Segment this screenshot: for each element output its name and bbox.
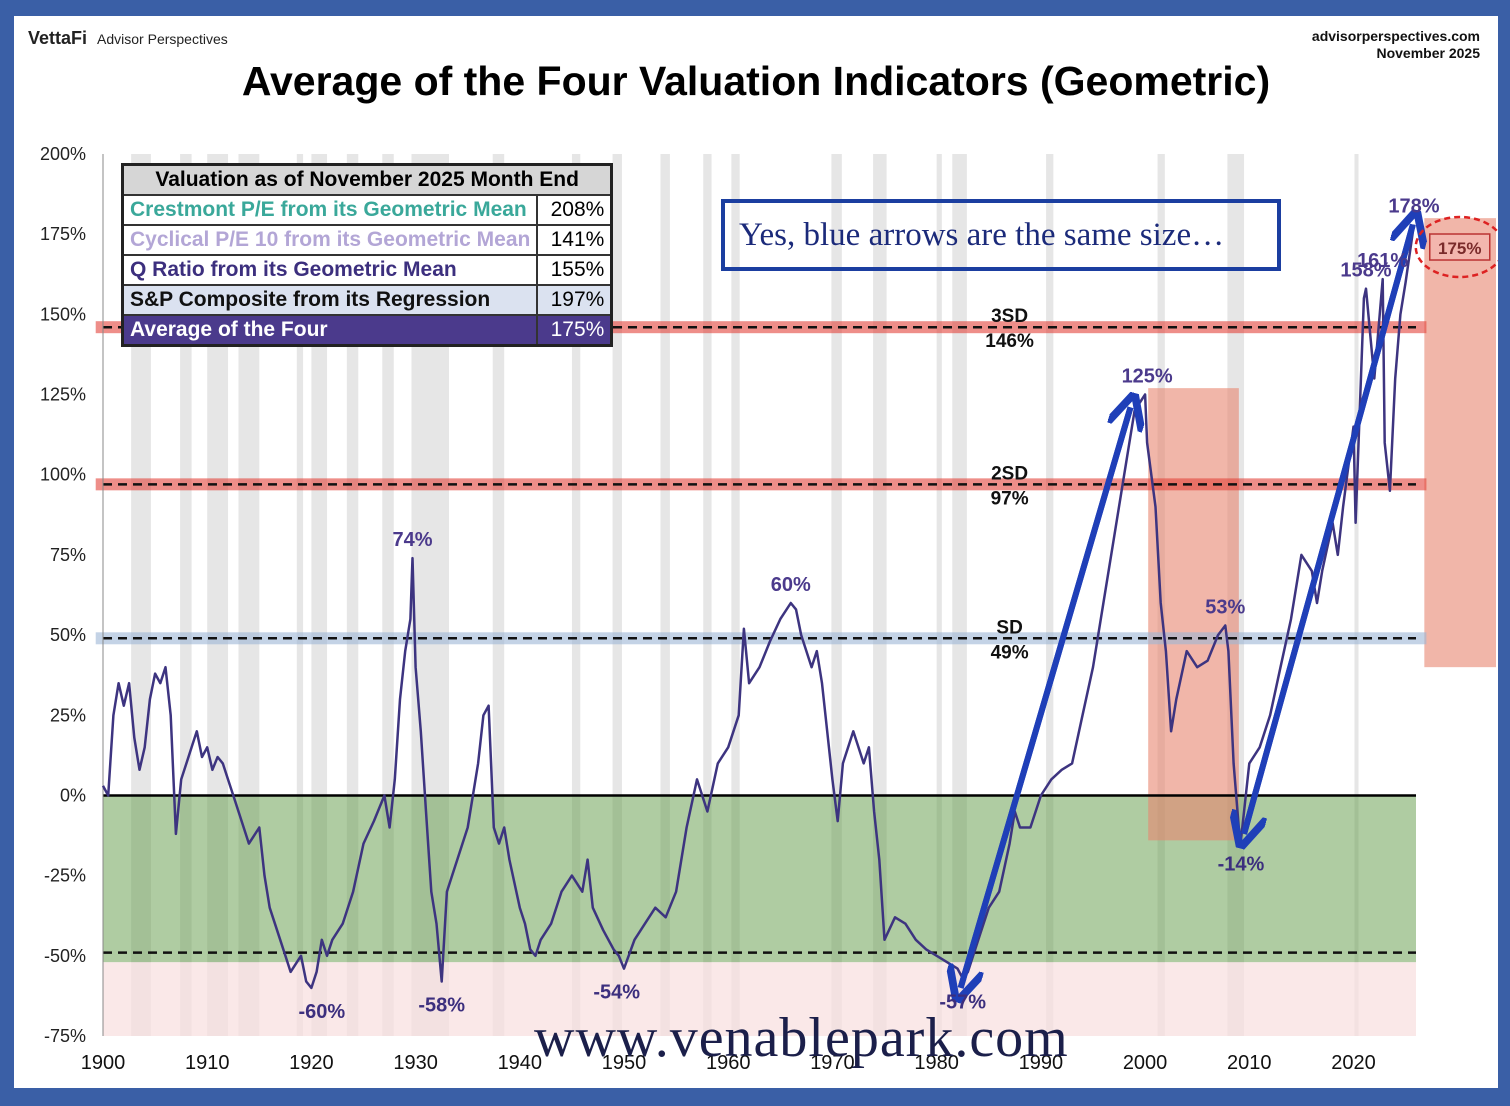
table-row: Cyclical P/E 10 from its Geometric Mean 1… — [121, 224, 613, 256]
trough-label: -60% — [298, 1001, 345, 1023]
chart-title: Average of the Four Valuation Indicators… — [241, 58, 1271, 104]
table-header: Valuation as of November 2025 Month End — [121, 163, 613, 196]
peak-label: 161% — [1357, 250, 1408, 272]
source-site: advisorperspectives.com — [1311, 28, 1480, 44]
row-value: 141% — [536, 224, 613, 256]
trough-label: -57% — [939, 991, 986, 1013]
x-tick-label: 1980 — [914, 1052, 959, 1074]
sd-value-label: 146% — [985, 331, 1034, 352]
sd-label: SD — [996, 617, 1022, 638]
recession-bar — [731, 154, 740, 1036]
x-tick-label: 1950 — [602, 1052, 647, 1074]
sd-label: 3SD — [991, 306, 1028, 327]
source-date: November 2025 — [1376, 45, 1480, 61]
bubble-highlight — [1148, 388, 1239, 841]
trough-label: -14% — [1218, 853, 1265, 875]
x-tick-label: 1930 — [393, 1052, 438, 1074]
watermark: www.venablepark.com — [534, 1007, 1069, 1069]
y-tick-label: -75% — [44, 1026, 86, 1046]
sd-value-label: 49% — [991, 642, 1029, 663]
x-tick-label: 2000 — [1123, 1052, 1168, 1074]
recession-bar — [703, 154, 712, 1036]
chart-frame: VettaFi Advisor Perspectives advisorpersp… — [14, 16, 1498, 1088]
y-tick-label: 25% — [50, 705, 86, 725]
peak-label: 158% — [1340, 260, 1391, 282]
y-tick-label: 200% — [40, 144, 86, 164]
brand-name: VettaFi — [28, 28, 88, 48]
sd-band — [95, 632, 1427, 645]
recession-bar — [296, 154, 304, 1036]
recession-bar — [492, 154, 505, 1036]
recession-bar — [346, 154, 359, 1036]
row-label: Q Ratio from its Geometric Mean — [121, 254, 539, 286]
table-row: S&P Composite from its Regression 197% — [121, 284, 613, 316]
y-tick-label: -25% — [44, 866, 86, 886]
deep-undervalued-zone — [103, 962, 1416, 1036]
peak-label: 125% — [1122, 366, 1173, 388]
x-tick-label: 1920 — [289, 1052, 334, 1074]
series-line — [101, 224, 1416, 990]
source-block: advisorperspectives.com November 2025 — [1312, 28, 1480, 62]
y-tick-label: 75% — [50, 545, 86, 565]
table-row-average: Average of the Four 175% — [121, 314, 613, 347]
recession-bar — [612, 154, 622, 1036]
recession-bar — [1046, 154, 1054, 1036]
y-tick-label: -50% — [44, 946, 86, 966]
recession-bar — [831, 154, 842, 1036]
recession-bar — [382, 154, 394, 1036]
sd-value-label: 97% — [991, 488, 1029, 509]
valuation-table: Valuation as of November 2025 Month End … — [121, 163, 614, 347]
y-tick-label: 100% — [40, 465, 86, 485]
recession-bar — [936, 154, 942, 1036]
x-tick-label: 1960 — [706, 1052, 751, 1074]
peak-label: 178% — [1388, 196, 1439, 218]
x-tick-label: 1910 — [185, 1052, 230, 1074]
y-tick-label: 0% — [60, 785, 86, 805]
peak-label: 74% — [392, 529, 432, 551]
sd-band — [95, 478, 1427, 491]
current-highlight — [1424, 218, 1496, 668]
peak-label: 60% — [771, 574, 811, 596]
row-label: Crestmont P/E from its Geometric Mean — [121, 194, 539, 226]
recession-bar — [180, 154, 192, 1036]
table-row: Q Ratio from its Geometric Mean 155% — [121, 254, 613, 286]
y-tick-label: 175% — [40, 224, 86, 244]
y-tick-label: 50% — [50, 625, 86, 645]
x-tick-label: 1900 — [81, 1052, 126, 1074]
blue-arrow — [1244, 223, 1416, 834]
recession-bar — [1354, 154, 1359, 1036]
row-value: 155% — [536, 254, 613, 286]
row-value: 197% — [536, 284, 613, 316]
current-value-box — [1429, 233, 1491, 261]
recession-bar — [571, 154, 581, 1036]
row-label: S&P Composite from its Regression — [121, 284, 539, 316]
brand: VettaFi Advisor Perspectives — [28, 28, 228, 49]
row-value: 208% — [536, 194, 613, 226]
peak-label: 53% — [1205, 596, 1245, 618]
x-tick-label: 2010 — [1227, 1052, 1272, 1074]
recession-bar — [660, 154, 670, 1036]
row-label: Cyclical P/E 10 from its Geometric Mean — [121, 224, 539, 256]
x-tick-label: 1990 — [1019, 1052, 1064, 1074]
x-tick-label: 1970 — [810, 1052, 855, 1074]
trough-label: -58% — [418, 994, 465, 1016]
x-tick-label: 1940 — [498, 1052, 543, 1074]
blue-arrow — [961, 406, 1134, 988]
y-tick-label: 150% — [40, 304, 86, 324]
brand-sub: Advisor Perspectives — [97, 31, 228, 47]
current-value-circle — [1414, 215, 1498, 279]
y-tick-label: 125% — [40, 385, 86, 405]
x-tick-label: 2020 — [1331, 1052, 1376, 1074]
current-value-label: 175% — [1438, 239, 1481, 258]
chart-svg: 3SD 146% 2SD 97% SD 49% 200% 175% 150% 125% 100% 75… — [40, 144, 1498, 1074]
row-label: Average of the Four — [121, 314, 539, 347]
table-row: Crestmont P/E from its Geometric Mean 208… — [121, 194, 613, 226]
trough-label: -54% — [593, 982, 640, 1004]
sd-label: 2SD — [991, 463, 1028, 484]
row-value: 175% — [536, 314, 613, 347]
annotation-note: Yes, blue arrows are the same size… — [721, 199, 1281, 271]
